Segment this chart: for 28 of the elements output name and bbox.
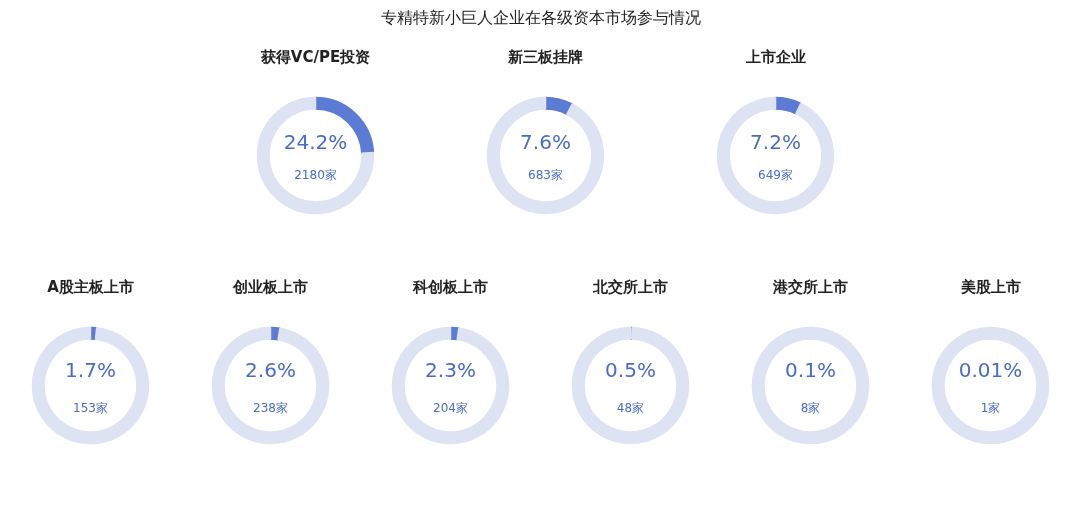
data-label: 2.6% (245, 357, 296, 382)
data-label: 24.2% (283, 130, 348, 155)
chart-title: 港交所上市 (772, 277, 848, 296)
text: 683家 (528, 167, 563, 182)
text: 48家 (616, 401, 645, 416)
data-label: 1.7% (65, 357, 116, 382)
text: 1家 (980, 401, 1001, 416)
data-label: 7.2% (750, 130, 801, 155)
data-label: 0.01% (958, 357, 1023, 382)
text: 153家 (73, 401, 108, 416)
chart-title: 获得VC/PE投资 (259, 47, 371, 66)
data-label: 7.6% (520, 130, 571, 155)
text: 8家 (800, 401, 821, 416)
data-label: 0.1% (785, 357, 836, 382)
chart-title: 美股上市 (959, 277, 1021, 296)
text: 238家 (253, 401, 288, 416)
text: 专精特新小巨人企业在各级资本市场参与情况 (380, 7, 701, 27)
chart-title: 上市企业 (744, 47, 806, 66)
text: 204家 (433, 401, 468, 416)
chart-title: 新三板挂牌 (507, 47, 583, 66)
data-label: 0.5% (605, 357, 656, 382)
chart-title: 科创板上市 (412, 277, 488, 296)
chart-title: 创业板上市 (232, 277, 308, 296)
data-label: 2.3% (425, 357, 476, 382)
chart-title: A股主板上市 (47, 277, 134, 296)
text: 649家 (758, 167, 793, 182)
text: 2180家 (294, 167, 337, 182)
chart-title: 北交所上市 (592, 277, 668, 296)
